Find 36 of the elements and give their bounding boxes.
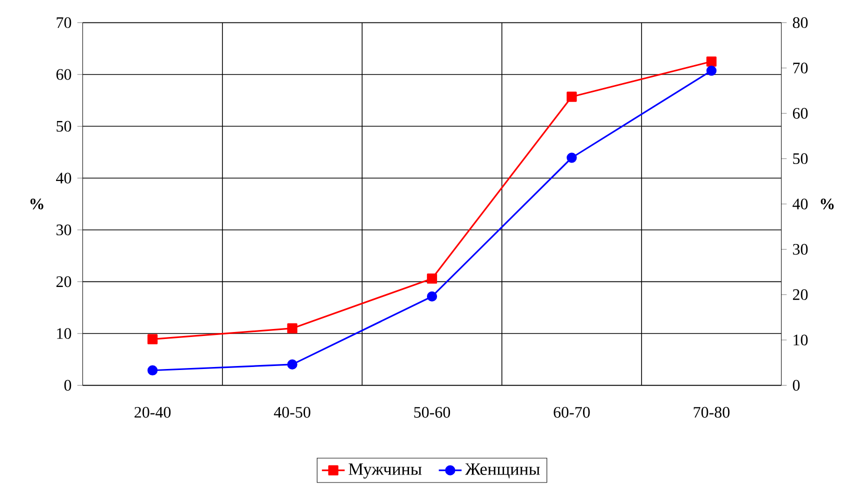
y2-axis-title: % — [820, 198, 834, 210]
point — [147, 334, 158, 344]
y-tick-label: 10 — [57, 328, 72, 339]
y2-tick-label: 70 — [793, 62, 808, 74]
x-tick-label: 20-40 — [134, 406, 171, 418]
x-tick-label: 50-60 — [414, 406, 450, 418]
point — [426, 291, 438, 302]
x-tick-label: 40-50 — [274, 406, 310, 418]
y2-tick-label: 30 — [793, 244, 808, 255]
point — [706, 56, 717, 67]
legend-label: Женщины — [465, 463, 540, 478]
point — [566, 152, 577, 163]
point — [147, 365, 158, 376]
y-tick-label: 50 — [56, 120, 72, 132]
y2-tick-label: 40 — [792, 198, 808, 210]
y-tick-label: 20 — [56, 276, 72, 288]
y-axis-title: % — [30, 198, 44, 210]
point — [287, 359, 298, 370]
y2-tick-label: 20 — [792, 289, 808, 300]
y2-tick-label: 60 — [792, 108, 808, 119]
x-tick-label: 70-80 — [694, 406, 730, 418]
y-tick-label: 60 — [56, 69, 72, 80]
point — [566, 92, 577, 102]
y2-tick-label: 0 — [792, 380, 800, 391]
x-tick-label: 60-70 — [554, 406, 590, 418]
legend-label: Мужчины — [348, 463, 422, 479]
point — [706, 66, 717, 76]
point — [426, 274, 438, 284]
y-tick-label: 40 — [56, 172, 72, 184]
y-tick-label: 70 — [56, 17, 72, 28]
y-tick-label: 30 — [56, 224, 72, 236]
y2-tick-label: 80 — [792, 17, 808, 28]
y2-tick-label: 10 — [794, 334, 808, 346]
y-tick-label: 0 — [64, 380, 72, 391]
point — [287, 323, 298, 334]
y2-tick-label: 50 — [793, 153, 808, 164]
